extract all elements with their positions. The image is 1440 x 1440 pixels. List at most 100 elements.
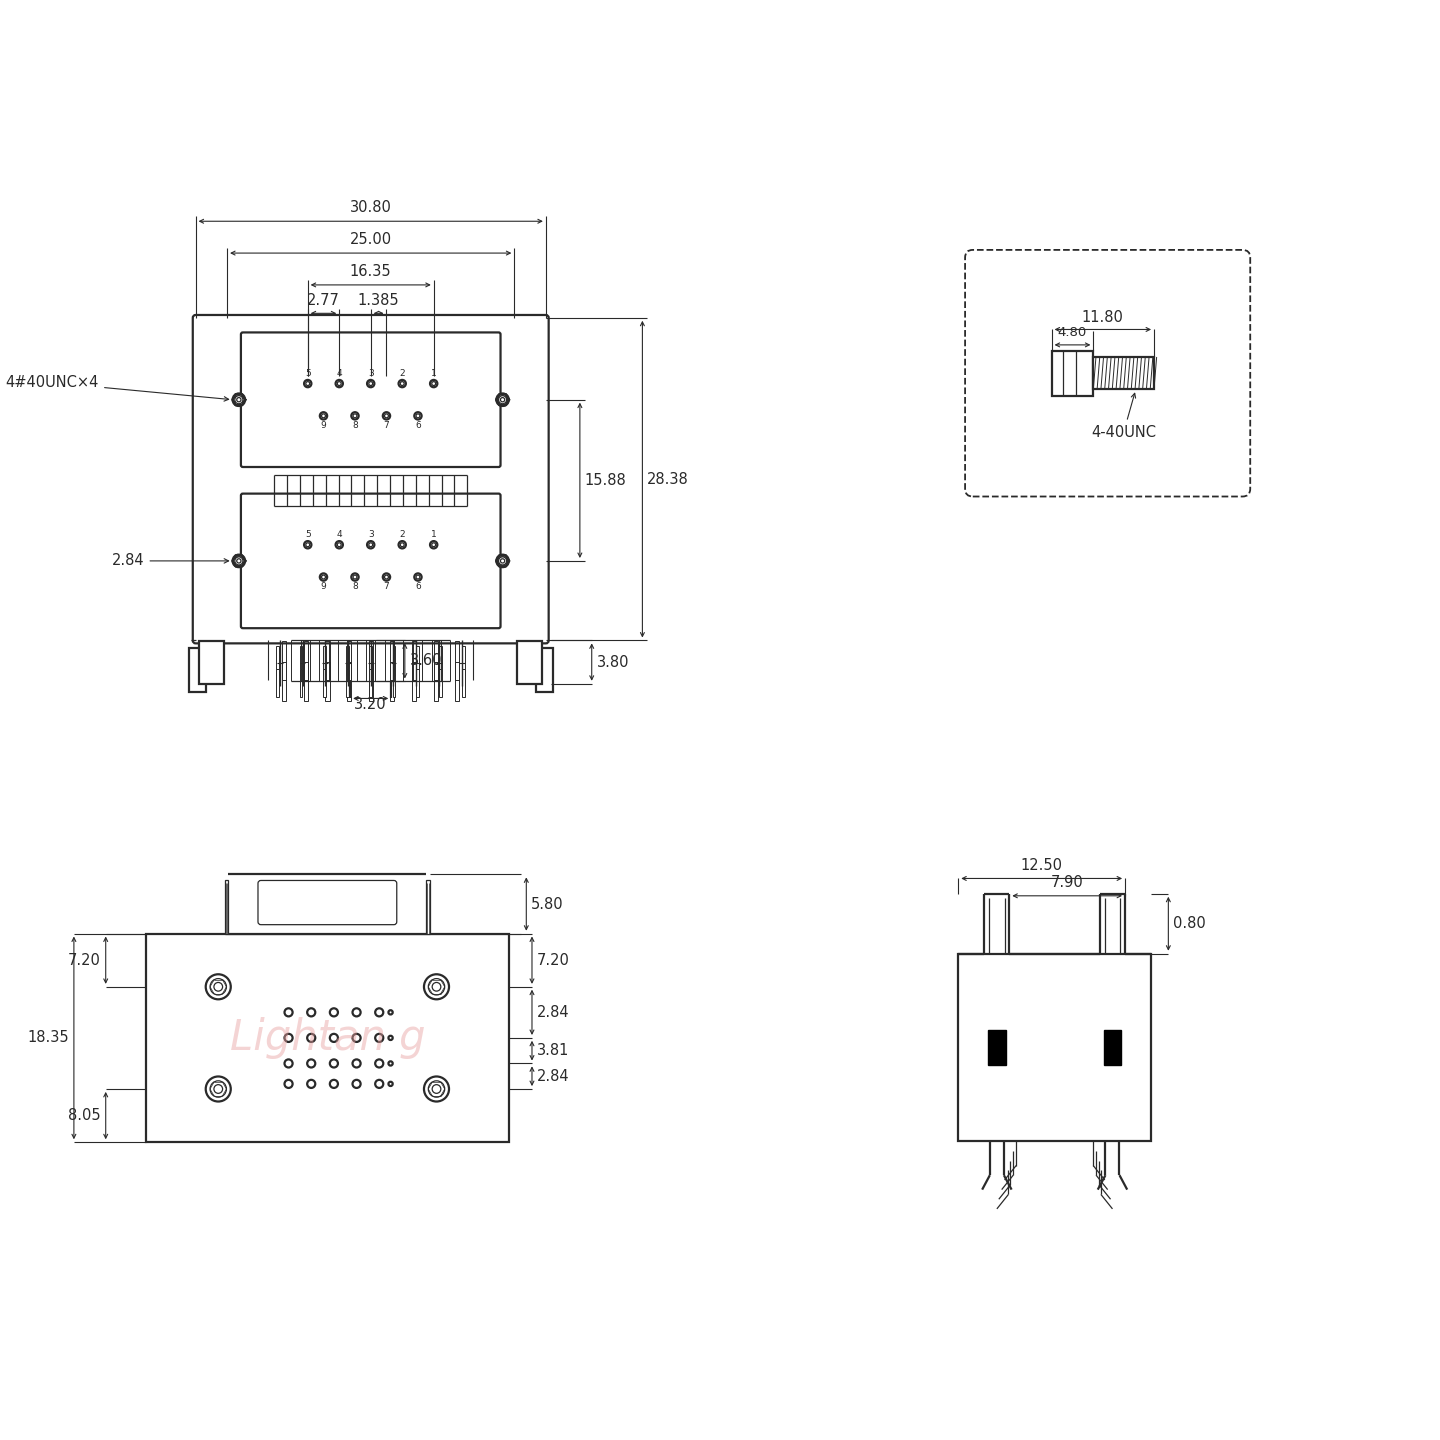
Text: 9: 9 [321, 420, 327, 431]
Bar [988, 1030, 1005, 1064]
Text: 7: 7 [383, 420, 389, 431]
Bar [282, 662, 287, 701]
Circle shape [369, 382, 373, 386]
Text: 3: 3 [367, 530, 373, 539]
Text: 25.00: 25.00 [350, 232, 392, 248]
Text: 28.38: 28.38 [647, 472, 688, 487]
Bar [439, 647, 442, 674]
Circle shape [336, 380, 343, 387]
Text: 6: 6 [415, 420, 420, 431]
Text: 4: 4 [337, 369, 343, 377]
Circle shape [285, 1034, 292, 1043]
Circle shape [389, 1011, 393, 1014]
Circle shape [369, 543, 373, 547]
Bar [433, 641, 438, 680]
Bar [325, 641, 330, 680]
Circle shape [285, 1060, 292, 1067]
Text: 7.20: 7.20 [68, 953, 101, 968]
Circle shape [215, 982, 223, 991]
Bar [304, 662, 308, 701]
Text: 4.80: 4.80 [1058, 325, 1087, 338]
Circle shape [376, 1080, 383, 1089]
Text: 2.84: 2.84 [537, 1068, 569, 1084]
Bar [369, 647, 372, 674]
Bar [300, 670, 302, 697]
Text: 2.77: 2.77 [307, 292, 340, 308]
Circle shape [307, 1060, 315, 1067]
Circle shape [498, 396, 507, 403]
Bar [145, 933, 510, 1142]
Circle shape [307, 1080, 315, 1089]
Bar [225, 880, 229, 933]
Text: 7.20: 7.20 [537, 953, 570, 968]
Text: 7: 7 [383, 582, 389, 592]
Bar [304, 641, 308, 680]
Bar [455, 662, 459, 701]
Bar [1104, 1030, 1122, 1064]
Circle shape [233, 393, 245, 406]
Text: 2.84: 2.84 [537, 1005, 569, 1020]
Circle shape [351, 412, 359, 419]
Bar [412, 641, 416, 680]
Text: 1: 1 [431, 369, 436, 377]
Bar [462, 647, 465, 674]
Text: Lightan g: Lightan g [229, 1017, 425, 1058]
Circle shape [305, 543, 310, 547]
Circle shape [416, 575, 420, 579]
Circle shape [236, 397, 240, 402]
Text: 5: 5 [305, 369, 311, 377]
Circle shape [320, 573, 327, 580]
Bar [276, 647, 279, 674]
Bar [369, 641, 373, 680]
Circle shape [337, 543, 341, 547]
Circle shape [367, 380, 374, 387]
Circle shape [285, 1080, 292, 1089]
Circle shape [206, 975, 230, 999]
Text: 9: 9 [321, 582, 327, 592]
Circle shape [285, 1008, 292, 1017]
Circle shape [351, 573, 359, 580]
Bar [276, 670, 279, 697]
Circle shape [307, 1034, 315, 1043]
Circle shape [233, 554, 245, 567]
Bar [1051, 351, 1093, 396]
Circle shape [337, 382, 341, 386]
Text: 5: 5 [305, 530, 311, 539]
Bar [199, 641, 225, 684]
Text: 2.84: 2.84 [112, 553, 229, 569]
Circle shape [353, 1034, 360, 1043]
Text: 3: 3 [367, 369, 373, 377]
Bar [439, 670, 442, 697]
Circle shape [330, 1080, 338, 1089]
Circle shape [498, 557, 507, 564]
Circle shape [431, 541, 438, 549]
Bar [390, 662, 395, 701]
Circle shape [428, 979, 445, 995]
Circle shape [384, 575, 389, 579]
Text: 0.80: 0.80 [1174, 916, 1205, 932]
Circle shape [235, 396, 243, 403]
Text: 7.90: 7.90 [1051, 876, 1083, 890]
Bar [323, 647, 325, 674]
Circle shape [304, 380, 311, 387]
Text: 4: 4 [337, 530, 343, 539]
Text: 1: 1 [431, 530, 436, 539]
Text: 8: 8 [353, 582, 359, 592]
Bar [346, 647, 348, 674]
Circle shape [330, 1008, 338, 1017]
Circle shape [383, 412, 390, 419]
Bar [959, 953, 1151, 1142]
Bar [416, 670, 419, 697]
Bar [412, 662, 416, 701]
Text: 18.35: 18.35 [27, 1031, 69, 1045]
Circle shape [416, 413, 420, 418]
Bar [347, 641, 351, 680]
Circle shape [389, 1081, 393, 1086]
Circle shape [423, 1077, 449, 1102]
FancyBboxPatch shape [240, 333, 501, 467]
Circle shape [432, 382, 436, 386]
Text: 5.80: 5.80 [531, 897, 563, 912]
Circle shape [353, 1008, 360, 1017]
Text: 15.88: 15.88 [585, 472, 626, 488]
Circle shape [336, 541, 343, 549]
